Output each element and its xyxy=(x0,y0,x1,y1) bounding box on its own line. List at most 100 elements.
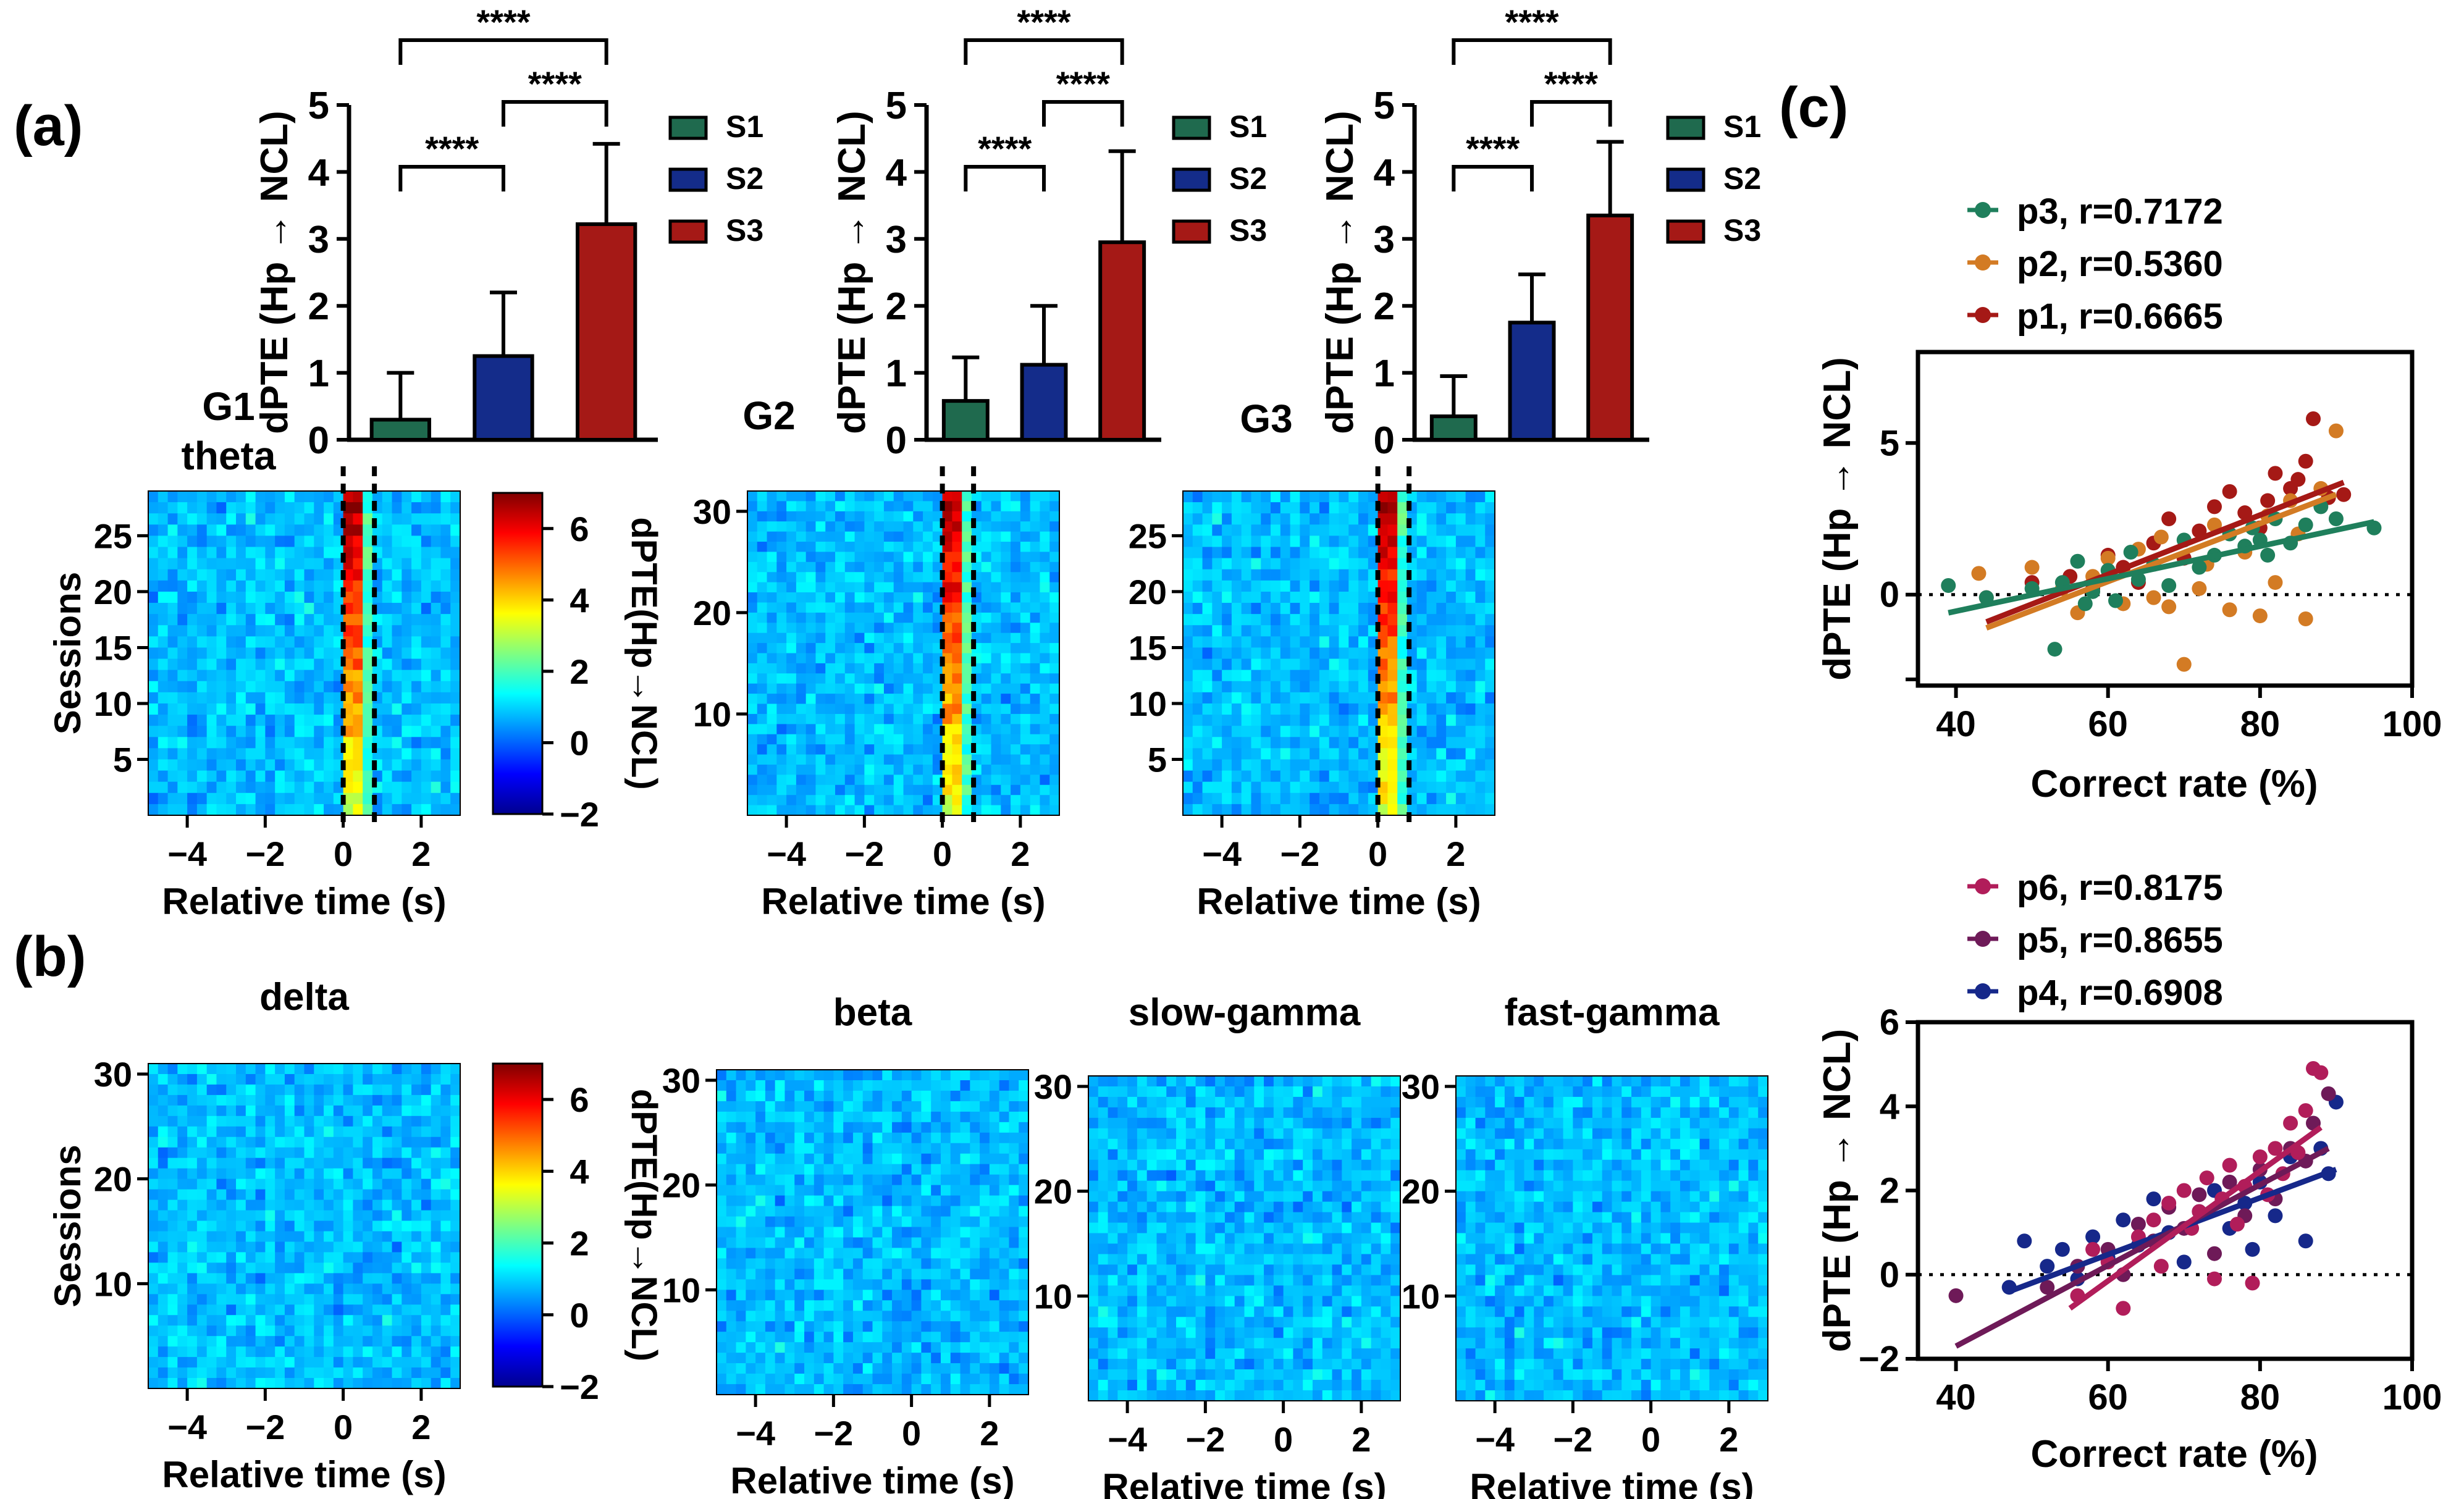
heatmap-cell xyxy=(333,1231,344,1243)
x-tick-label: −4 xyxy=(767,834,806,873)
heatmap-cell xyxy=(402,535,412,548)
heatmap-cell xyxy=(962,552,972,563)
heatmap-cell xyxy=(196,792,208,805)
heatmap-cell xyxy=(999,1206,1010,1217)
heatmap-cell xyxy=(980,1332,990,1343)
heatmap-cell xyxy=(913,683,923,694)
heatmap-cell xyxy=(913,795,923,806)
heatmap-cell xyxy=(411,1304,422,1316)
heatmap-cell xyxy=(1465,502,1476,514)
y-tick-label: 10 xyxy=(94,1264,132,1303)
heatmap-cell xyxy=(911,1216,922,1228)
heatmap-cell xyxy=(1001,491,1011,502)
heatmap-cell xyxy=(952,511,962,522)
y-tick-label: 10 xyxy=(693,695,731,734)
heatmap-cell xyxy=(1387,647,1398,660)
heatmap-cell xyxy=(796,754,807,765)
heatmap-cell xyxy=(872,1216,883,1228)
heatmap-cell xyxy=(382,681,393,693)
heatmap-cell xyxy=(893,764,904,775)
heatmap-cell xyxy=(1049,582,1060,593)
heatmap-cell xyxy=(923,542,933,553)
heatmap-cell xyxy=(450,726,461,737)
heatmap-cell xyxy=(392,1210,402,1222)
heatmap-cell xyxy=(440,625,451,637)
heatmap-cell xyxy=(1271,748,1281,760)
heatmap-cell xyxy=(196,580,208,592)
heatmap-cell xyxy=(717,1311,727,1322)
heatmap-cell xyxy=(450,1252,461,1263)
heatmap-cell xyxy=(940,1332,951,1343)
heatmap-cell xyxy=(411,491,422,503)
heatmap-cell xyxy=(372,1336,383,1347)
heatmap-cell xyxy=(431,502,442,514)
heatmap-cell xyxy=(167,1084,178,1096)
x-tick-label: 0 xyxy=(334,834,353,873)
heatmap-cell xyxy=(767,612,777,623)
heatmap-cell xyxy=(1475,647,1486,660)
heatmap-cell xyxy=(882,1321,893,1332)
heatmap-cell xyxy=(1310,558,1320,570)
heatmap-cell xyxy=(148,1336,159,1347)
heatmap-cell xyxy=(382,770,393,783)
heatmap-cell xyxy=(1397,625,1408,637)
heatmap-cell xyxy=(382,737,393,749)
heatmap-cell xyxy=(148,692,159,704)
heatmap-cell xyxy=(1019,1132,1029,1144)
heatmap-cell xyxy=(392,1220,402,1232)
heatmap-cell xyxy=(921,1070,931,1081)
heatmap-cell xyxy=(883,663,894,674)
heatmap-cell xyxy=(450,1325,461,1337)
heatmap-cell xyxy=(1280,636,1291,649)
heatmap-cell xyxy=(421,1252,432,1263)
heatmap-cell xyxy=(940,1143,951,1154)
heatmap-cell xyxy=(1329,804,1340,816)
heatmap-cell xyxy=(206,1336,217,1347)
heatmap-cell xyxy=(1339,658,1349,671)
heatmap-cell xyxy=(1485,670,1495,682)
heatmap-cell xyxy=(835,511,846,522)
heatmap-cell xyxy=(1475,625,1486,637)
heatmap-cell xyxy=(1436,703,1447,715)
heatmap-cell xyxy=(1212,658,1222,671)
heatmap-cell xyxy=(776,653,787,664)
heatmap-cell xyxy=(1455,580,1466,592)
heatmap-cell xyxy=(343,547,354,559)
heatmap-cells xyxy=(747,491,1060,816)
heatmap-cell xyxy=(1300,535,1310,548)
heatmap-cell xyxy=(999,1132,1010,1144)
heatmap-cell xyxy=(1436,759,1447,771)
heatmap-cell xyxy=(776,491,787,502)
heatmap-cell xyxy=(216,580,227,592)
heatmap-cell xyxy=(284,781,295,794)
heatmap-cell xyxy=(1416,491,1428,503)
heatmap-cell xyxy=(314,781,324,794)
heatmap-cell xyxy=(245,715,256,726)
heatmap-cell xyxy=(431,1262,442,1274)
heatmap-cell xyxy=(411,770,422,783)
heatmap-cell xyxy=(825,632,836,644)
heatmap-cell xyxy=(1030,572,1041,583)
heatmap-cell xyxy=(913,572,923,583)
sig-bracket-s1-s2 xyxy=(964,165,1046,191)
heatmap-cell xyxy=(893,663,904,674)
heatmap-cell xyxy=(1280,692,1291,704)
heatmap-cell xyxy=(324,1220,334,1232)
heatmap-cell xyxy=(187,748,198,760)
heatmap-cell xyxy=(765,1300,776,1311)
heatmap-cell xyxy=(1261,703,1271,715)
heatmap-cell xyxy=(815,491,826,502)
heatmap-cell xyxy=(913,531,923,542)
heatmap-cell xyxy=(775,1258,786,1269)
heatmap-cell xyxy=(952,724,962,735)
heatmap-cell xyxy=(805,612,817,623)
heatmap-cell xyxy=(275,1262,285,1274)
heatmap-cell xyxy=(382,1157,393,1169)
heatmap-cell xyxy=(833,1143,844,1154)
heatmap-cell xyxy=(765,1174,776,1186)
y-tick-label: 5 xyxy=(1148,740,1167,779)
heatmap-cell xyxy=(757,653,768,664)
legend-swatch-s2 xyxy=(1172,167,1211,192)
heatmap-cell xyxy=(1020,805,1031,816)
heatmap-cell xyxy=(1348,636,1359,649)
